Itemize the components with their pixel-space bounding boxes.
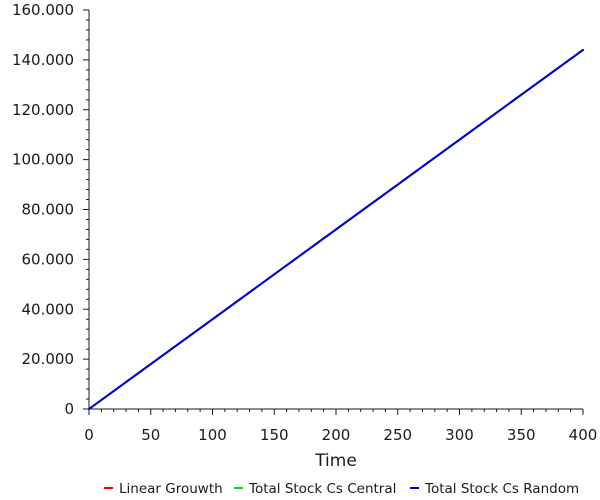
legend-label: Total Stock Cs Random xyxy=(424,481,579,497)
y-axis-ticks: 0 20.000 40.000 60.000 80.000 100.000 120.000 1… xyxy=(12,1,89,418)
x-axis-label: Time xyxy=(314,451,357,471)
x-tick-label: 350 xyxy=(507,426,536,444)
x-tick-label: 400 xyxy=(569,426,598,444)
y-tick-label: 100.000 xyxy=(12,151,74,169)
legend: Linear Grouwth Total Stock Cs Central Tota… xyxy=(104,481,579,497)
y-tick-label: 60.000 xyxy=(22,250,75,268)
x-tick-label: 200 xyxy=(322,426,351,444)
y-tick-label: 140.000 xyxy=(12,51,74,69)
series-line-3 xyxy=(88,48,584,410)
x-tick-label: 300 xyxy=(445,426,474,444)
x-axis-ticks: 0 50 100 150 200 250 300 350 400 xyxy=(84,409,597,444)
legend-label: Linear Grouwth xyxy=(119,481,223,497)
y-tick-label: 80.000 xyxy=(22,201,75,219)
x-tick-label: 250 xyxy=(383,426,412,444)
y-tick-label: 0 xyxy=(64,400,74,418)
x-tick-label: 0 xyxy=(84,426,94,444)
y-tick-label: 40.000 xyxy=(22,300,75,318)
y-tick-label: 160.000 xyxy=(12,1,74,19)
legend-label: Total Stock Cs Central xyxy=(248,481,396,497)
x-tick-label: 50 xyxy=(141,426,160,444)
series-lines xyxy=(88,48,584,410)
y-tick-label: 120.000 xyxy=(12,101,74,119)
x-tick-label: 150 xyxy=(260,426,289,444)
y-tick-label: 20.000 xyxy=(22,350,75,368)
x-tick-label: 100 xyxy=(198,426,227,444)
